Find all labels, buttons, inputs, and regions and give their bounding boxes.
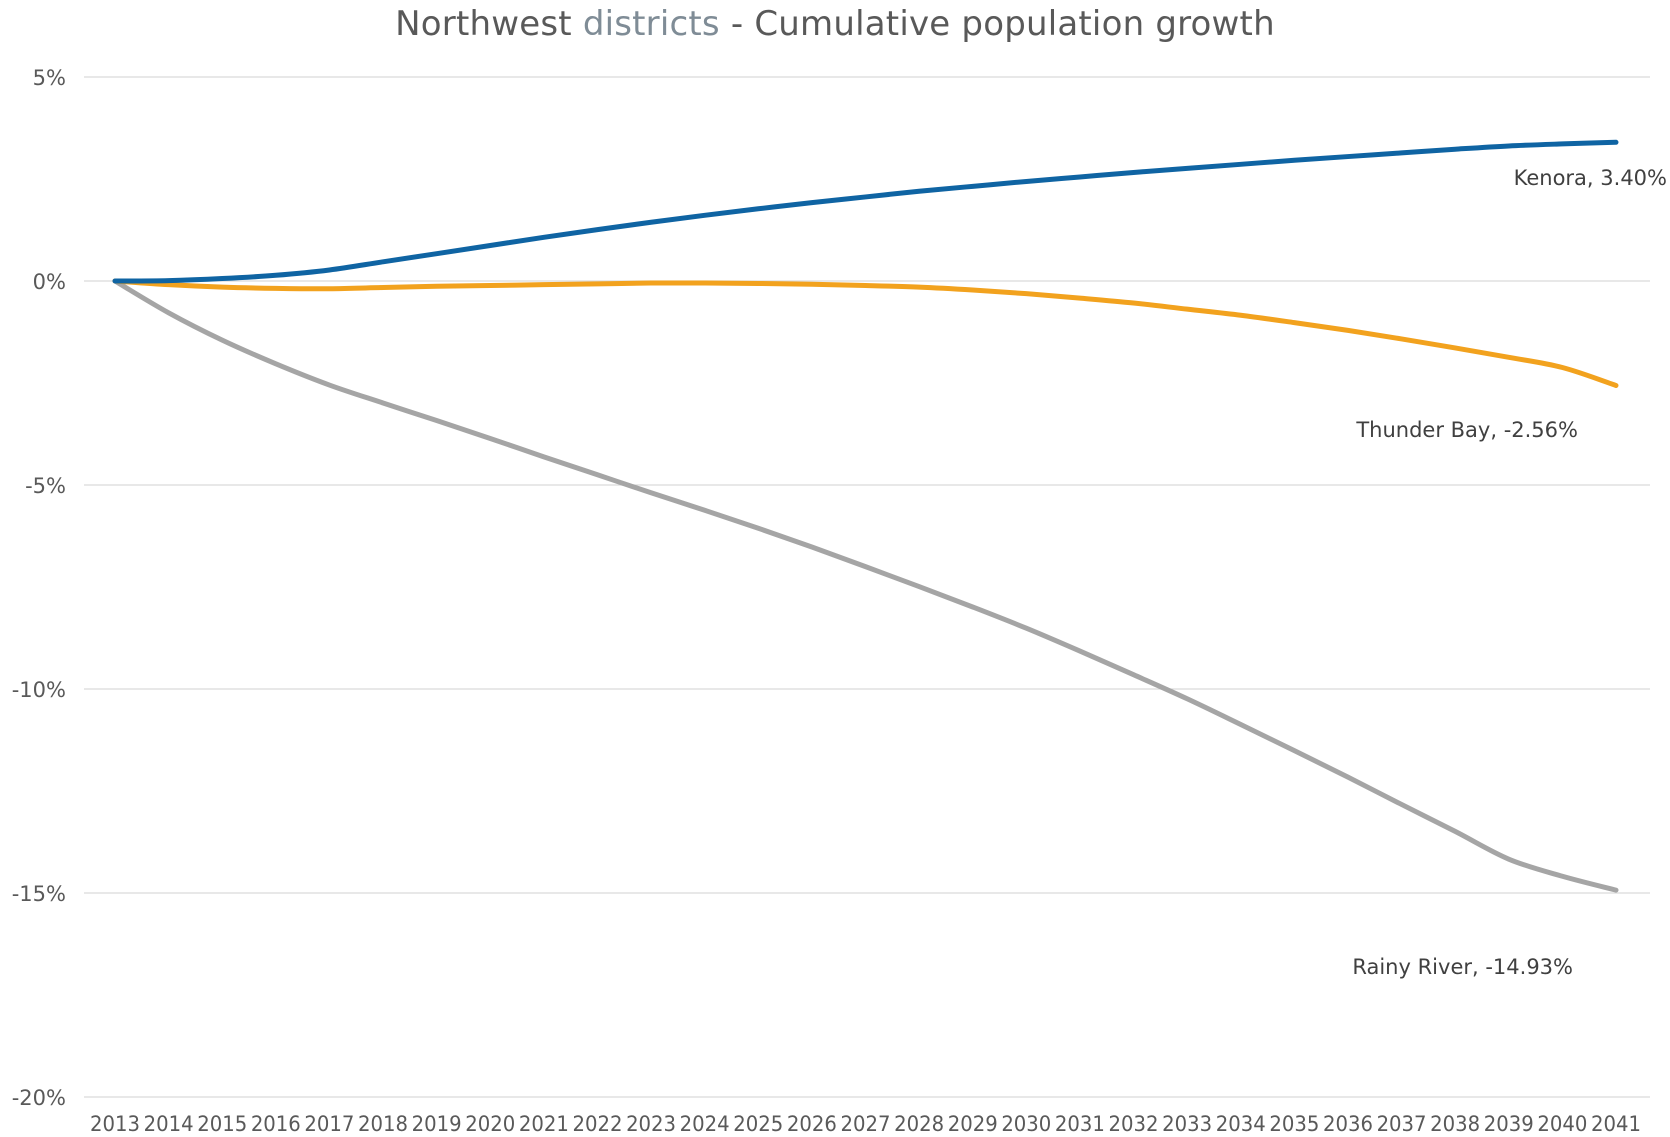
x-tick-label: 2018 bbox=[358, 1112, 408, 1136]
data-label-kenora: Kenora, 3.40% bbox=[1514, 166, 1667, 190]
x-tick-label: 2039 bbox=[1484, 1112, 1534, 1136]
x-tick-label: 2029 bbox=[948, 1112, 998, 1136]
x-tick-label: 2031 bbox=[1055, 1112, 1105, 1136]
y-tick-label: -20% bbox=[12, 1086, 66, 1110]
series-line-rainy-river bbox=[112, 278, 1619, 893]
chart-title-part-2: districts bbox=[582, 4, 720, 44]
x-tick-label: 2014 bbox=[144, 1112, 194, 1136]
x-tick-label: 2023 bbox=[626, 1112, 676, 1136]
data-label-rainy-river: Rainy River, -14.93% bbox=[1352, 955, 1573, 979]
y-axis-tick-labels: 5% 0% -5% -10% -15% -20% bbox=[12, 66, 66, 1110]
gridlines bbox=[84, 76, 1650, 1098]
y-tick-label: -10% bbox=[12, 678, 66, 702]
x-tick-label: 2020 bbox=[465, 1112, 515, 1136]
series-lines bbox=[112, 139, 1619, 893]
chart-title-wrap: Northwest districts - Cumulative populat… bbox=[0, 0, 1670, 48]
chart-title: Northwest districts - Cumulative populat… bbox=[395, 4, 1275, 44]
x-tick-label: 2016 bbox=[251, 1112, 301, 1136]
x-tick-label: 2041 bbox=[1591, 1112, 1641, 1136]
y-tick-label: -15% bbox=[12, 882, 66, 906]
x-tick-label: 2025 bbox=[733, 1112, 783, 1136]
x-tick-label: 2024 bbox=[680, 1112, 730, 1136]
data-label-thunder-bay: Thunder Bay, -2.56% bbox=[1355, 418, 1578, 442]
x-tick-label: 2035 bbox=[1269, 1112, 1319, 1136]
x-tick-label: 2038 bbox=[1430, 1112, 1480, 1136]
x-tick-label: 2013 bbox=[90, 1112, 140, 1136]
chart-title-part-1: Northwest bbox=[395, 4, 583, 44]
x-tick-label: 2036 bbox=[1323, 1112, 1373, 1136]
x-tick-label: 2028 bbox=[894, 1112, 944, 1136]
x-tick-label: 2037 bbox=[1377, 1112, 1427, 1136]
chart-title-part-3: - Cumulative population growth bbox=[719, 4, 1275, 44]
x-tick-label: 2017 bbox=[304, 1112, 354, 1136]
x-tick-label: 2022 bbox=[572, 1112, 622, 1136]
x-tick-label: 2034 bbox=[1216, 1112, 1266, 1136]
x-tick-label: 2015 bbox=[197, 1112, 247, 1136]
x-tick-label: 2040 bbox=[1537, 1112, 1587, 1136]
series-line-kenora bbox=[112, 139, 1619, 284]
y-tick-label: 5% bbox=[33, 66, 66, 90]
x-tick-label: 2032 bbox=[1109, 1112, 1159, 1136]
x-axis-tick-labels: 2013 2014 2015 2016 2017 2018 2019 2020 2021 2022… bbox=[90, 1112, 1641, 1136]
x-tick-label: 2033 bbox=[1162, 1112, 1212, 1136]
x-tick-label: 2027 bbox=[841, 1112, 891, 1136]
y-tick-label: -5% bbox=[25, 474, 66, 498]
x-tick-label: 2021 bbox=[519, 1112, 569, 1136]
y-tick-label: 0% bbox=[33, 270, 66, 294]
x-tick-label: 2030 bbox=[1001, 1112, 1051, 1136]
series-line-thunder-bay bbox=[112, 278, 1619, 388]
series-end-labels: Kenora, 3.40% Thunder Bay, -2.56% Rainy Ri… bbox=[1352, 166, 1667, 979]
x-tick-label: 2026 bbox=[787, 1112, 837, 1136]
x-tick-label: 2019 bbox=[412, 1112, 462, 1136]
